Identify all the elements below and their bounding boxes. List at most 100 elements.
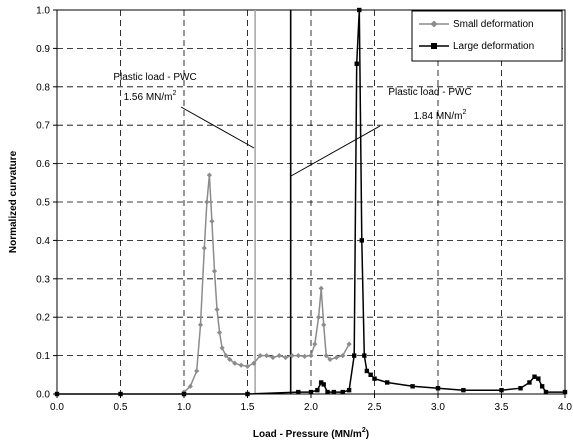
data-point xyxy=(461,387,466,393)
data-point xyxy=(204,199,210,205)
legend-label-large: Large deformation xyxy=(453,41,534,52)
data-point xyxy=(308,389,314,395)
y-tick-label: 0.6 xyxy=(36,159,50,170)
data-point xyxy=(251,360,257,366)
data-point xyxy=(321,382,326,387)
reference-lines xyxy=(254,10,292,394)
data-point xyxy=(364,368,370,374)
data-point xyxy=(532,374,537,379)
data-point xyxy=(325,389,330,395)
x-axis-title: Load - Pressure (MN/m2) xyxy=(253,427,369,440)
y-tick-label: 0.8 xyxy=(36,82,50,93)
data-point xyxy=(238,362,244,368)
data-point xyxy=(316,314,322,320)
y-tick-label: 1.0 xyxy=(36,6,50,17)
annotation-156: Plastic load - PWC 1.56 MN/m2 xyxy=(113,72,255,149)
data-point xyxy=(499,387,504,393)
data-point xyxy=(244,363,251,369)
x-tick-label: 1.5 xyxy=(241,402,255,413)
data-point xyxy=(206,172,212,178)
data-point xyxy=(257,353,263,359)
annotation-156-line2: 1.56 MN/m2 xyxy=(124,90,177,103)
data-point xyxy=(315,387,320,393)
data-point xyxy=(318,380,324,385)
data-point xyxy=(308,353,314,359)
series-small-deformation xyxy=(181,172,352,395)
data-point xyxy=(543,389,549,395)
data-point xyxy=(362,353,367,358)
y-tick-label: 0.4 xyxy=(36,236,50,247)
gridlines xyxy=(57,10,565,394)
legend-marker-square xyxy=(431,43,437,49)
y-axis-ticks: 0.0 0.1 0.2 0.3 0.4 0.5 0.6 0.7 0.8 0.9 1.0 xyxy=(36,6,57,401)
data-point xyxy=(527,380,532,385)
data-point xyxy=(318,285,324,291)
data-point xyxy=(321,322,327,328)
series-line xyxy=(183,175,350,393)
data-point xyxy=(410,384,415,389)
x-axis-ticks: 0.0 0.5 1.0 1.5 2.0 2.5 3.0 3.5 4.0 xyxy=(50,394,572,413)
y-tick-label: 0.9 xyxy=(36,44,50,55)
data-point xyxy=(518,386,523,391)
annotation-184-arrow xyxy=(290,125,381,177)
annotation-184-line2: 1.84 MN/m2 xyxy=(414,109,467,122)
data-point xyxy=(354,61,359,66)
data-point xyxy=(295,353,301,359)
data-point xyxy=(197,322,204,328)
x-tick-label: 4.0 xyxy=(558,402,572,413)
annotation-156-line1: Plastic load - PWC xyxy=(113,72,196,83)
data-point xyxy=(359,238,364,243)
x-tick-label: 2.5 xyxy=(368,402,382,413)
data-point xyxy=(187,383,193,389)
x-tick-label: 1.0 xyxy=(177,402,191,413)
legend-marker-diamond xyxy=(430,20,438,28)
data-point xyxy=(346,341,352,347)
data-point xyxy=(296,389,301,395)
data-point xyxy=(276,353,282,359)
x-tick-label: 3.0 xyxy=(431,402,445,413)
x-tick-label: 0.0 xyxy=(50,402,64,413)
data-point xyxy=(327,356,333,363)
annotation-184-line1: Plastic load - PWC xyxy=(388,87,471,98)
data-point xyxy=(435,386,441,391)
data-point xyxy=(368,372,373,377)
data-point xyxy=(232,360,238,366)
y-tick-label: 0.3 xyxy=(36,274,50,285)
data-point xyxy=(385,380,390,385)
data-point xyxy=(283,354,289,361)
data-point xyxy=(211,268,218,274)
data-point xyxy=(351,353,357,358)
data-point xyxy=(562,389,568,395)
data-point xyxy=(312,341,318,347)
data-point xyxy=(340,353,346,359)
y-tick-label: 0.7 xyxy=(36,121,50,132)
data-point xyxy=(536,376,541,381)
y-tick-label: 0.0 xyxy=(36,390,50,401)
x-tick-label: 2.0 xyxy=(304,402,318,413)
data-point xyxy=(372,376,377,381)
data-point xyxy=(219,345,225,351)
data-point xyxy=(331,389,337,395)
annotation-156-arrow xyxy=(180,106,255,149)
data-point xyxy=(323,353,329,359)
data-point xyxy=(346,387,352,393)
y-tick-label: 0.1 xyxy=(36,351,50,362)
annotation-184: Plastic load - PWC 1.84 MN/m2 xyxy=(290,87,472,177)
x-tick-label: 0.5 xyxy=(114,402,128,413)
data-point xyxy=(539,384,545,389)
data-point xyxy=(357,7,362,13)
data-point xyxy=(223,353,229,359)
data-point xyxy=(333,354,339,361)
data-point xyxy=(340,389,345,395)
data-point xyxy=(263,353,270,359)
legend: Small deformation Large deformation xyxy=(411,10,563,62)
y-tick-label: 0.2 xyxy=(36,313,50,324)
data-point xyxy=(302,353,308,359)
legend-box xyxy=(411,10,563,62)
data-point xyxy=(201,245,207,251)
y-axis-title: Normalized curvature xyxy=(8,150,19,253)
data-point xyxy=(216,329,223,336)
data-point xyxy=(209,218,215,224)
y-tick-label: 0.5 xyxy=(36,198,50,209)
x-tick-label: 3.5 xyxy=(495,402,509,413)
